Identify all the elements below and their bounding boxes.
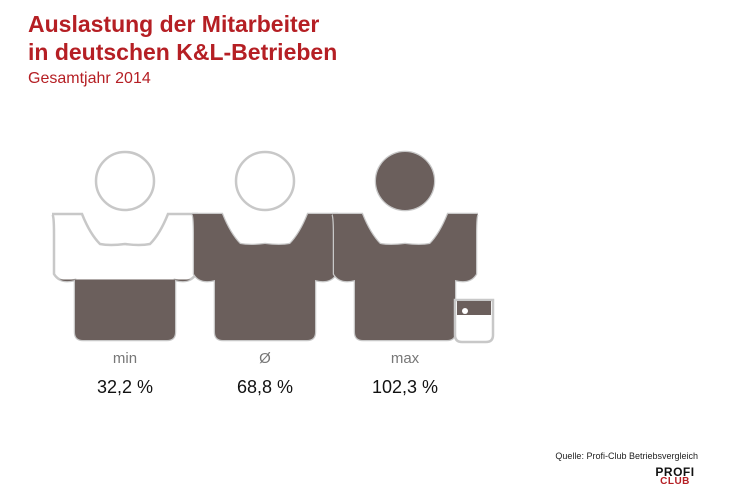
category-label-max: max [390,350,420,367]
logo-line-1: PROFI [655,465,695,479]
profi-club-logo: PROFI CLUB [650,465,700,487]
category-label-avg: Ø [259,350,271,367]
value-label-max: 102,3 % [371,377,439,397]
logo-line-2: CLUB [660,476,690,487]
overflow-cup-icon [453,298,495,344]
title-line-2: in deutschen K&L-Betrieben [28,39,338,65]
value-label-min: 32,2 % [96,377,154,397]
figure-head [234,150,296,212]
fill-level-Ø [192,210,338,340]
figure-max [331,150,495,344]
figure-head [94,150,156,212]
figure-Ø [191,150,339,342]
category-label-min: min [112,350,138,367]
chart-subtitle: Gesamtjahr 2014 [28,70,151,87]
value-label-avg: 68,8 % [236,377,294,397]
title-line-1: Auslastung der Mitarbeiter [28,11,320,37]
source-note: Quelle: Profi-Club Betriebsvergleich [555,451,698,461]
fill-level-min [52,279,198,340]
figure-min [51,150,199,342]
chart-title: Auslastung der Mitarbeiter in deutschen … [28,10,337,66]
